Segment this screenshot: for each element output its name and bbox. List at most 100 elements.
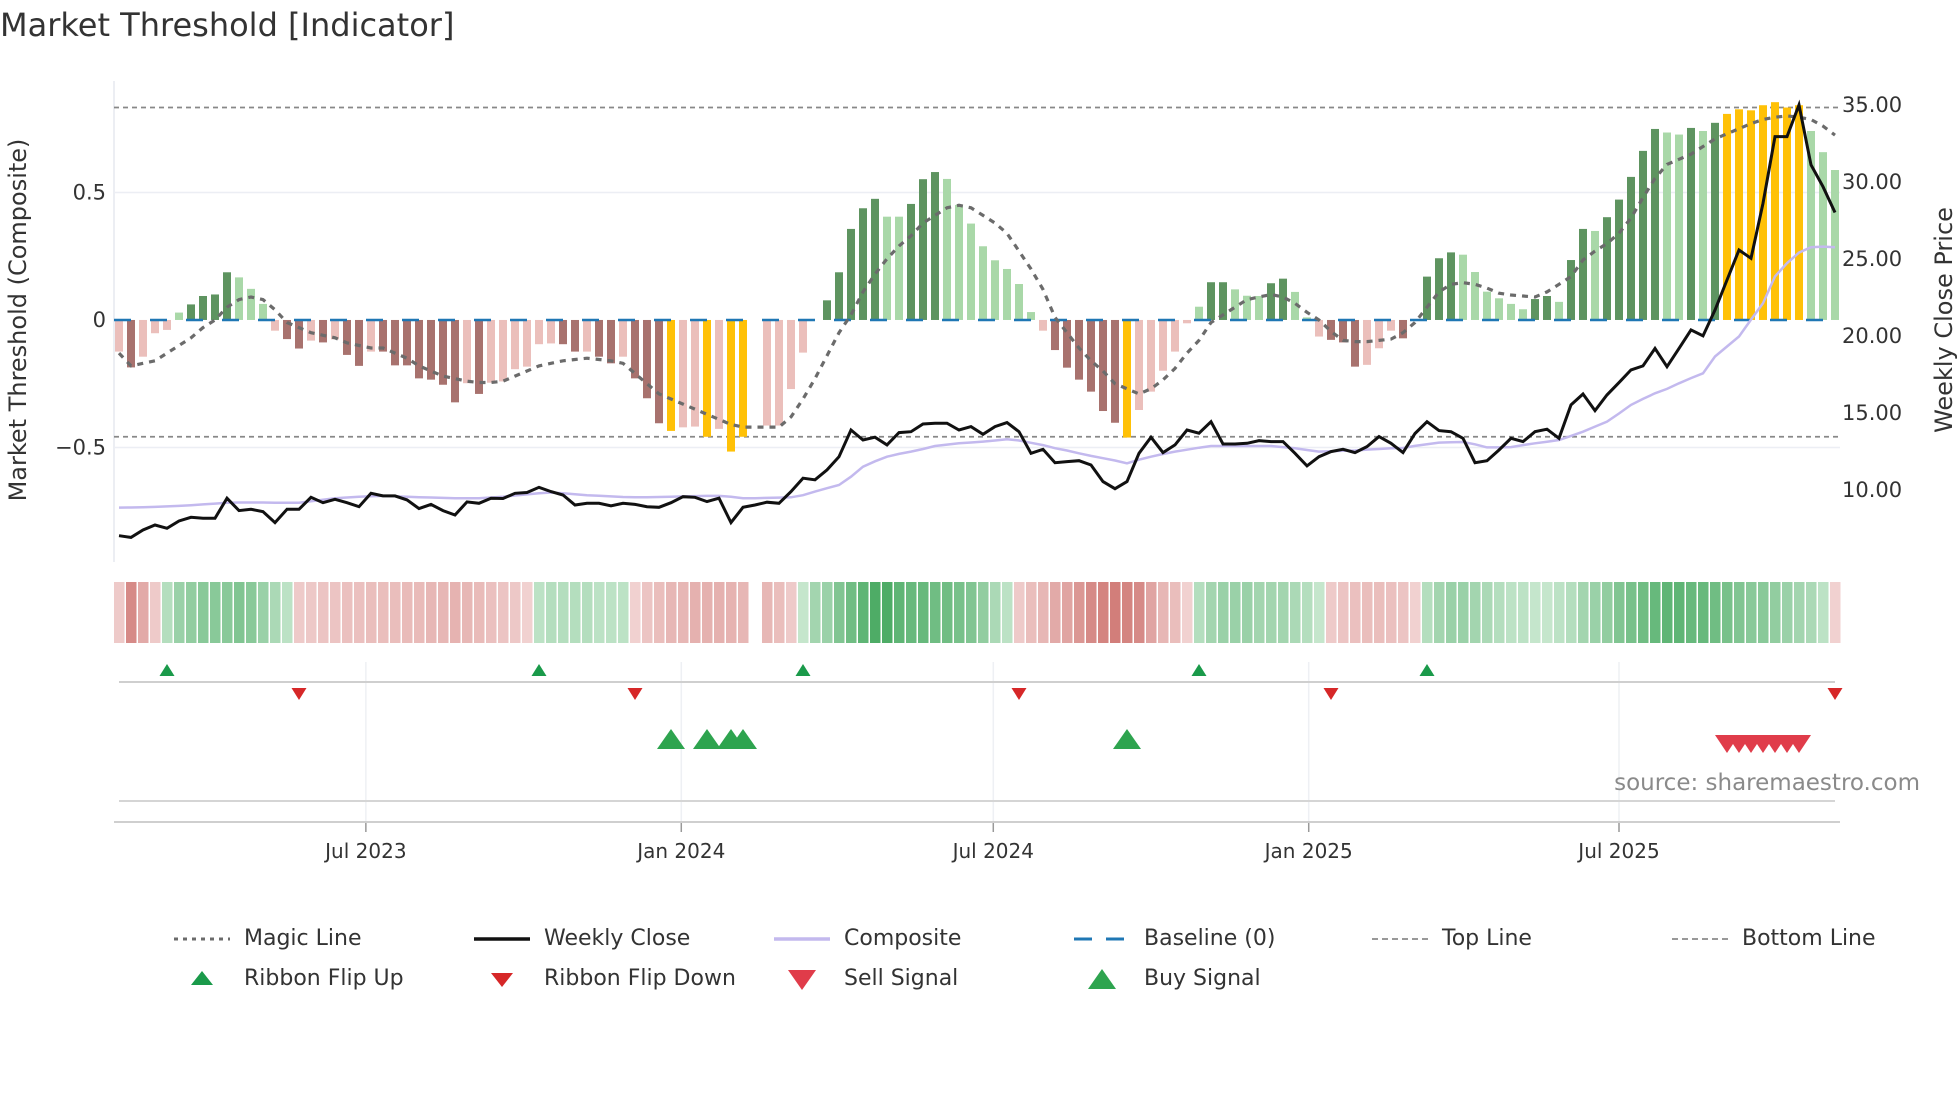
ribbon-cell	[210, 582, 221, 643]
threshold-bar	[475, 319, 483, 394]
threshold-bar	[619, 319, 627, 357]
threshold-bar	[823, 300, 831, 320]
threshold-bar	[775, 319, 783, 426]
threshold-bar	[991, 260, 999, 320]
legend-magic-line: Magic Line	[172, 926, 361, 951]
threshold-bar	[1555, 301, 1563, 320]
threshold-bar	[499, 319, 507, 382]
ribbon-cell	[318, 582, 329, 643]
ribbon-cell	[1230, 582, 1241, 643]
threshold-bar	[835, 272, 843, 320]
threshold-bar	[1231, 289, 1239, 320]
triangle-up-icon	[191, 970, 213, 985]
threshold-bar	[1819, 152, 1827, 320]
ribbon-cell	[942, 582, 953, 643]
ribbon-cell	[810, 582, 821, 643]
ribbon-cell	[390, 582, 401, 643]
ribbon-cell	[1746, 582, 1757, 643]
ribbon-flip-down-marker	[1827, 688, 1843, 700]
threshold-bar	[1267, 283, 1275, 320]
ribbon-cell	[258, 582, 269, 643]
ribbon-cell	[978, 582, 989, 643]
triangle-down-icon	[491, 972, 513, 987]
right-tick-label: 15.00	[1842, 401, 1902, 425]
ribbon-cell	[522, 582, 533, 643]
ribbon-cell	[1506, 582, 1517, 643]
threshold-bar	[559, 319, 567, 345]
threshold-bar	[1531, 299, 1539, 320]
ribbon-cell	[762, 582, 773, 643]
threshold-bar	[595, 319, 603, 357]
threshold-bar	[127, 319, 135, 368]
legend-top-line: Top Line	[1370, 926, 1532, 951]
threshold-bar	[1639, 150, 1647, 320]
ribbon-cell	[558, 582, 569, 643]
legend-ribbon-flip-up: Ribbon Flip Up	[172, 966, 404, 991]
ribbon-cell	[582, 582, 593, 643]
ribbon-cell	[1518, 582, 1529, 643]
threshold-bar	[1207, 282, 1215, 320]
threshold-bar	[1759, 105, 1767, 320]
threshold-bar	[979, 246, 987, 320]
threshold-bar	[115, 319, 123, 352]
ribbon-cell	[834, 582, 845, 643]
threshold-bar	[1087, 319, 1095, 392]
ribbon-cell	[1074, 582, 1085, 643]
composite-line	[118, 245, 1836, 509]
right-tick-label: 30.00	[1842, 170, 1902, 194]
ribbon-cell	[534, 582, 545, 643]
ribbon-cell	[726, 582, 737, 643]
right-axis-title: Weekly Close Price	[1930, 207, 1958, 433]
ribbon-cell	[1614, 582, 1625, 643]
legend-sell-signal: Sell Signal	[772, 966, 958, 991]
threshold-bar	[403, 319, 411, 366]
ribbon-flip-down-marker	[1011, 688, 1027, 700]
ribbon-cell	[966, 582, 977, 643]
legend-label: Ribbon Flip Up	[244, 966, 404, 991]
threshold-bar	[727, 319, 735, 452]
threshold-bar	[511, 319, 519, 370]
threshold-bar	[1339, 319, 1347, 343]
ribbon-cell	[510, 582, 521, 643]
ribbon-flip-up-marker	[795, 664, 811, 676]
right-tick-label: 20.00	[1842, 324, 1902, 348]
threshold-bar	[667, 319, 675, 431]
ribbon-cell	[1278, 582, 1289, 643]
right-tick-label: 10.00	[1842, 478, 1902, 502]
ribbon-cell	[714, 582, 725, 643]
threshold-bar	[1651, 128, 1659, 320]
threshold-bar	[1255, 295, 1263, 320]
legend-bottom-line: Bottom Line	[1670, 926, 1876, 951]
ribbon-cell	[1374, 582, 1385, 643]
ribbon-flip-down-marker	[627, 688, 643, 700]
ribbon-cell	[774, 582, 785, 643]
ribbon-cell	[306, 582, 317, 643]
threshold-bar	[1687, 127, 1695, 320]
threshold-bar	[1387, 319, 1395, 331]
threshold-bar	[1735, 109, 1743, 320]
threshold-bar	[1279, 278, 1287, 320]
ribbon-cell	[642, 582, 653, 643]
threshold-bar	[487, 319, 495, 383]
ribbon-flip-up-marker	[1191, 664, 1207, 676]
threshold-bar	[451, 319, 459, 403]
dotted-line-icon	[174, 937, 230, 940]
threshold-bar	[1123, 319, 1131, 438]
ribbon-cell	[498, 582, 509, 643]
legend-label: Sell Signal	[844, 966, 959, 991]
right-tick-label: 35.00	[1842, 93, 1902, 117]
threshold-bar	[1351, 319, 1359, 367]
ribbon-cell	[1134, 582, 1145, 643]
ribbon-cell	[354, 582, 365, 643]
threshold-bar	[427, 319, 435, 380]
threshold-bar	[1291, 291, 1299, 320]
ribbon-cell	[462, 582, 473, 643]
ribbon-cell	[1830, 582, 1841, 643]
ribbon-cell	[1602, 582, 1613, 643]
threshold-bar	[931, 172, 939, 320]
ribbon-cell	[1782, 582, 1793, 643]
threshold-bar	[631, 319, 639, 379]
threshold-bar	[1459, 254, 1467, 320]
ribbon-cell	[930, 582, 941, 643]
